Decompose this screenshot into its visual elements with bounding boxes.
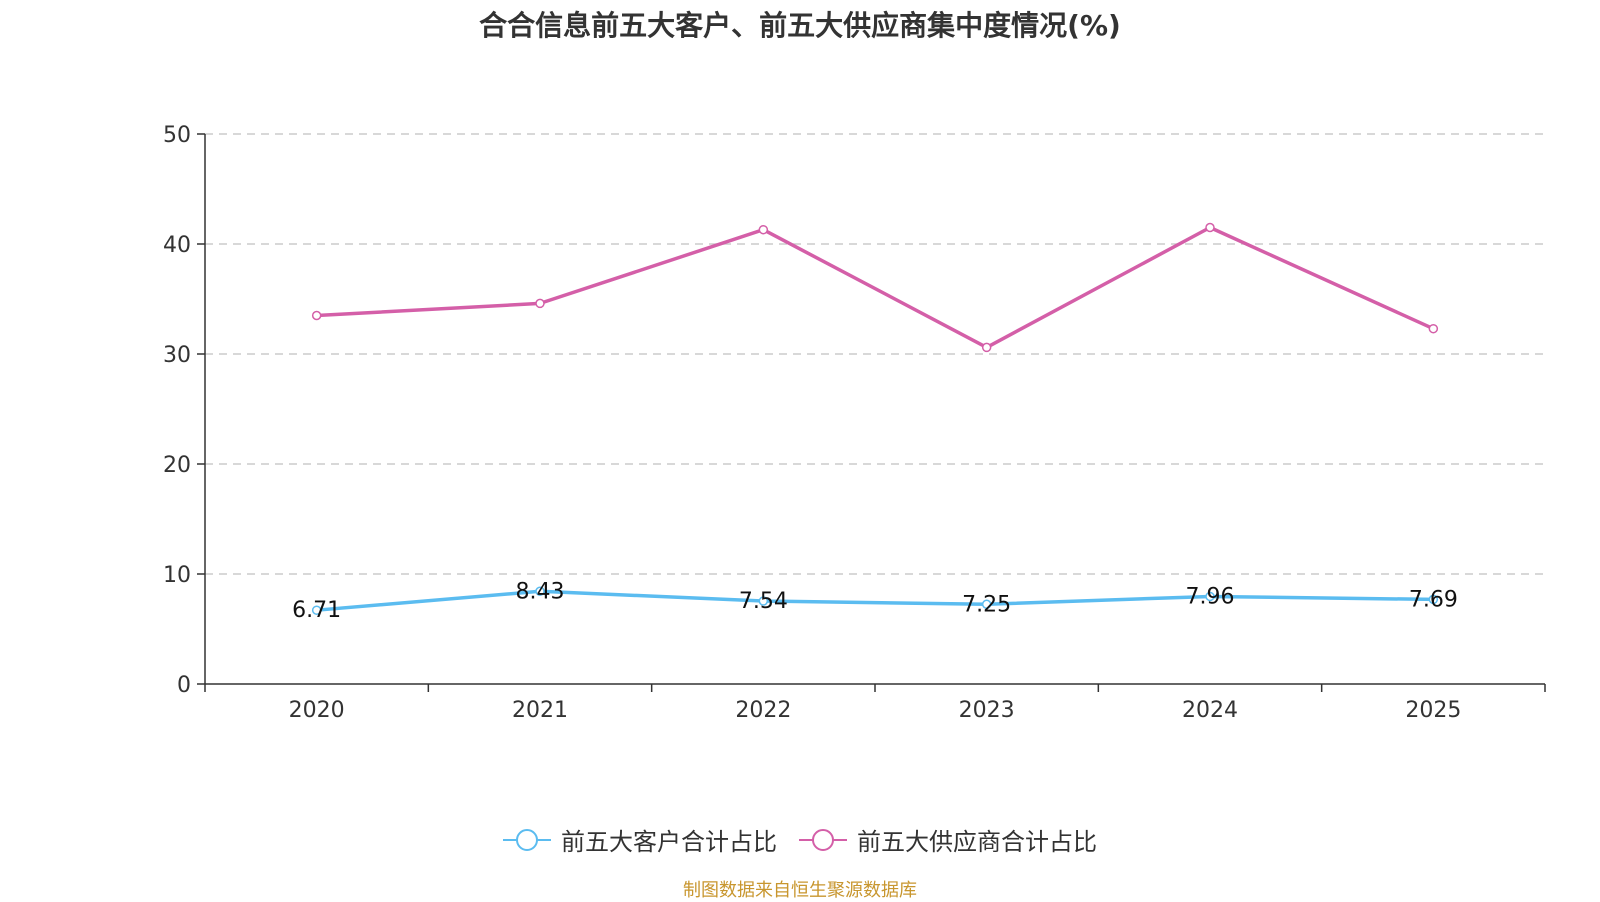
data-label: 6.71 bbox=[292, 598, 341, 623]
source-note: 制图数据来自恒生聚源数据库 bbox=[683, 880, 917, 901]
y-tick-label: 0 bbox=[177, 673, 191, 698]
legend-label-customers: 前五大客户合计占比 bbox=[561, 828, 777, 856]
y-tick-label: 50 bbox=[163, 123, 191, 148]
legend-marker-suppliers-icon bbox=[799, 828, 847, 851]
data-point-0 bbox=[758, 596, 769, 606]
legend-item-suppliers[interactable]: 前五大供应商合计占比 bbox=[799, 822, 1097, 857]
x-tick-label: 2022 bbox=[735, 698, 791, 723]
series-line-0 bbox=[316, 589, 1434, 612]
data-label: 8.43 bbox=[516, 579, 565, 604]
data-point-1 bbox=[311, 310, 322, 321]
data-point-1 bbox=[758, 224, 769, 235]
x-tick-label: 2024 bbox=[1182, 698, 1238, 723]
data-point-0 bbox=[311, 605, 322, 615]
data-point-0 bbox=[981, 599, 992, 609]
data-label: 7.96 bbox=[1186, 584, 1235, 609]
x-tick-label: 2021 bbox=[512, 698, 568, 723]
y-tick-label: 30 bbox=[163, 343, 191, 368]
data-point-0 bbox=[1428, 594, 1439, 605]
data-label: 7.25 bbox=[962, 592, 1011, 617]
data-point-0 bbox=[1205, 591, 1215, 602]
x-tick-label: 2020 bbox=[289, 698, 345, 723]
chart-title: 合合信息前五大客户、前五大供应商集中度情况(%) bbox=[479, 9, 1121, 42]
data-label: 7.54 bbox=[739, 589, 788, 614]
y-tick-label: 10 bbox=[163, 563, 191, 588]
x-tick-label: 2025 bbox=[1405, 698, 1461, 723]
data-label: 7.69 bbox=[1409, 587, 1458, 612]
legend-item-customers[interactable]: 前五大客户合计占比 bbox=[503, 822, 777, 857]
legend-marker-customers-icon bbox=[503, 828, 551, 851]
data-point-0 bbox=[535, 586, 545, 597]
y-tick-label: 40 bbox=[163, 233, 191, 258]
x-tick-label: 2023 bbox=[959, 698, 1015, 723]
y-tick-label: 20 bbox=[163, 453, 191, 478]
legend: 前五大客户合计占比 前五大供应商合计占比 bbox=[0, 822, 1600, 857]
legend-label-suppliers: 前五大供应商合计占比 bbox=[857, 828, 1097, 856]
data-point-1 bbox=[981, 342, 992, 353]
data-point-1 bbox=[535, 298, 545, 309]
series-line-1 bbox=[316, 225, 1435, 350]
data-point-1 bbox=[1428, 323, 1439, 334]
data-point-1 bbox=[1205, 222, 1215, 233]
